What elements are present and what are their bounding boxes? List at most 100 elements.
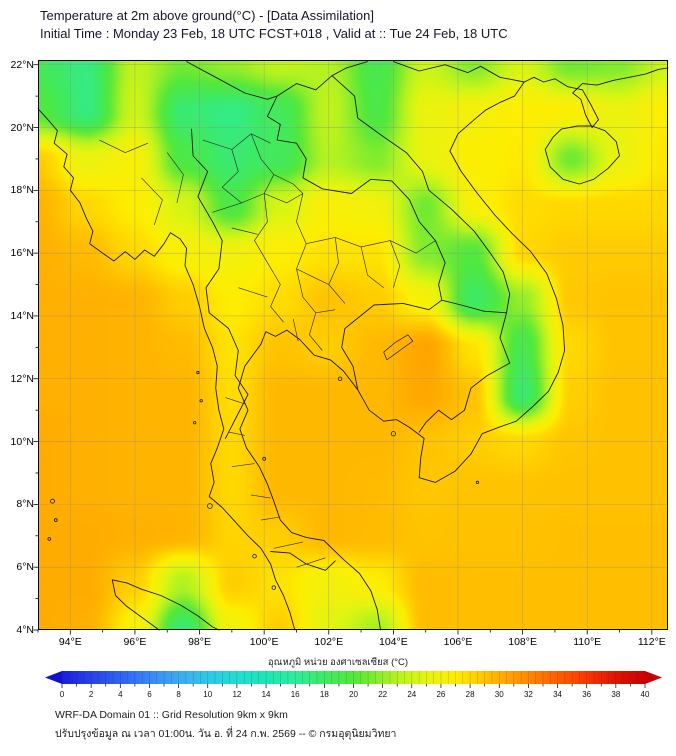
colorbar-tick-label: 18 [320,690,329,699]
coastline [37,108,296,631]
province-border [292,319,299,342]
colorbar-tick-label: 6 [147,690,152,699]
province-border [296,557,326,568]
colorbar-tick-label: 24 [407,690,416,699]
coastline [544,125,620,185]
longitude-tick-label: 106°E [443,636,473,648]
colorbar-tick-label: 20 [349,690,358,699]
province-border [166,152,184,203]
colorbar-under-arrow [45,671,62,684]
island-outline [271,585,276,590]
country-border [296,67,347,91]
province-border [309,312,323,351]
island-outline [475,480,479,484]
longitude-tick-label: 102°E [314,636,344,648]
colorbar-tick-label: 34 [553,690,562,699]
island-outline [193,421,197,425]
longitude-tick-label: 94°E [58,636,82,648]
island-outline [207,503,213,509]
map-panel [33,60,669,635]
province-border [328,237,346,304]
longitude-tick-label: 98°E [188,636,211,648]
country-border [191,128,249,439]
colorbar-tick-label: 36 [582,690,591,699]
latitude-tick-label: 20°N [10,121,34,134]
map-subtitle: Initial Time : Monday 23 Feb, 18 UTC FCS… [40,26,508,41]
country-border [186,61,278,100]
longitude-tick-label: 104°E [379,636,408,648]
island-outline [252,554,257,559]
coastline [237,67,669,631]
colorbar-tick-label: 16 [291,690,300,699]
province-border [250,133,275,194]
province-border [141,177,163,225]
colorbar-tick-label: 26 [436,690,445,699]
latitude-tick-label: 8°N [16,498,34,511]
colorbar-tick-label: 40 [641,690,650,699]
map-overlay-svg [33,60,669,635]
coastline [111,579,160,631]
map-frame [38,60,668,630]
coastline [111,579,220,631]
island-outline [337,376,343,381]
province-border [389,240,401,288]
longitude-tick-label: 110°E [573,636,602,648]
colorbar-tick-label: 22 [378,690,387,699]
latitude-tick-label: 18°N [10,184,34,197]
colorbar-title: อุณหภูมิ หน่วย องศาเซลเซียส (°C) [267,657,409,668]
province-border [225,397,245,405]
colorbar-tick-label: 12 [232,690,241,699]
lake-outline [383,334,414,361]
province-border [228,431,245,436]
province-border [273,541,303,549]
country-border [418,312,511,433]
province-border [231,227,258,235]
colorbar-tick-label: 4 [118,690,123,699]
latitude-tick-label: 4°N [16,624,34,636]
temperature-field-canvas [38,60,668,630]
latitude-tick-label: 10°N [10,435,34,448]
province-border [260,516,281,521]
province-border [360,246,384,288]
province-border [267,262,284,323]
colorbar-tick-label: 32 [524,690,533,699]
colorbar-tick-label: 2 [89,690,94,699]
province-border [296,268,329,285]
country-border [441,299,507,314]
footer-domain-info: WRF-DA Domain 01 :: Grid Resolution 9km … [55,709,288,721]
longitude-tick-label: 96°E [123,636,147,648]
longitude-tick-label: 100°E [249,636,279,648]
province-border [221,149,242,204]
province-border [238,287,268,298]
colorbar-tick-label: 28 [466,690,475,699]
colorbar-tick-label: 0 [60,690,65,699]
country-border [266,83,297,117]
province-border [296,193,307,269]
latitude-tick-label: 16°N [10,247,34,260]
colorbar-over-arrow [645,671,662,684]
country-border [392,61,525,83]
colorbar: 0 2 4 6 8 10 12 14 16 18 20 22 24 26 28 30 32 34 36 38 40 [45,671,662,699]
latitude-tick-label: 6°N [16,561,34,574]
longitude-tick-label: 112°E [637,636,666,648]
colorbar-tick-label: 10 [203,690,212,699]
province-border [251,494,271,499]
colorbar-tick-label: 14 [262,690,271,699]
country-border [346,61,368,69]
footer-update-info: ปรับปรุงข้อมูล ณ เวลา 01:00น. วัน อ. ที่… [55,728,397,740]
latitude-tick-label: 12°N [10,372,34,385]
colorbar-tick-label: 30 [495,690,504,699]
province-border [306,237,436,254]
island-outline [262,456,267,461]
province-border [212,193,304,213]
colorbar-gradient [62,671,645,684]
island-outline [196,370,200,375]
province-border [273,174,304,194]
map-title: Temperature at 2m above ground(°C) - [Da… [40,8,374,23]
latitude-tick-label: 14°N [10,309,34,322]
island-outline [53,518,58,522]
province-border [202,133,271,150]
country-border [266,116,446,301]
province-border [99,139,148,153]
